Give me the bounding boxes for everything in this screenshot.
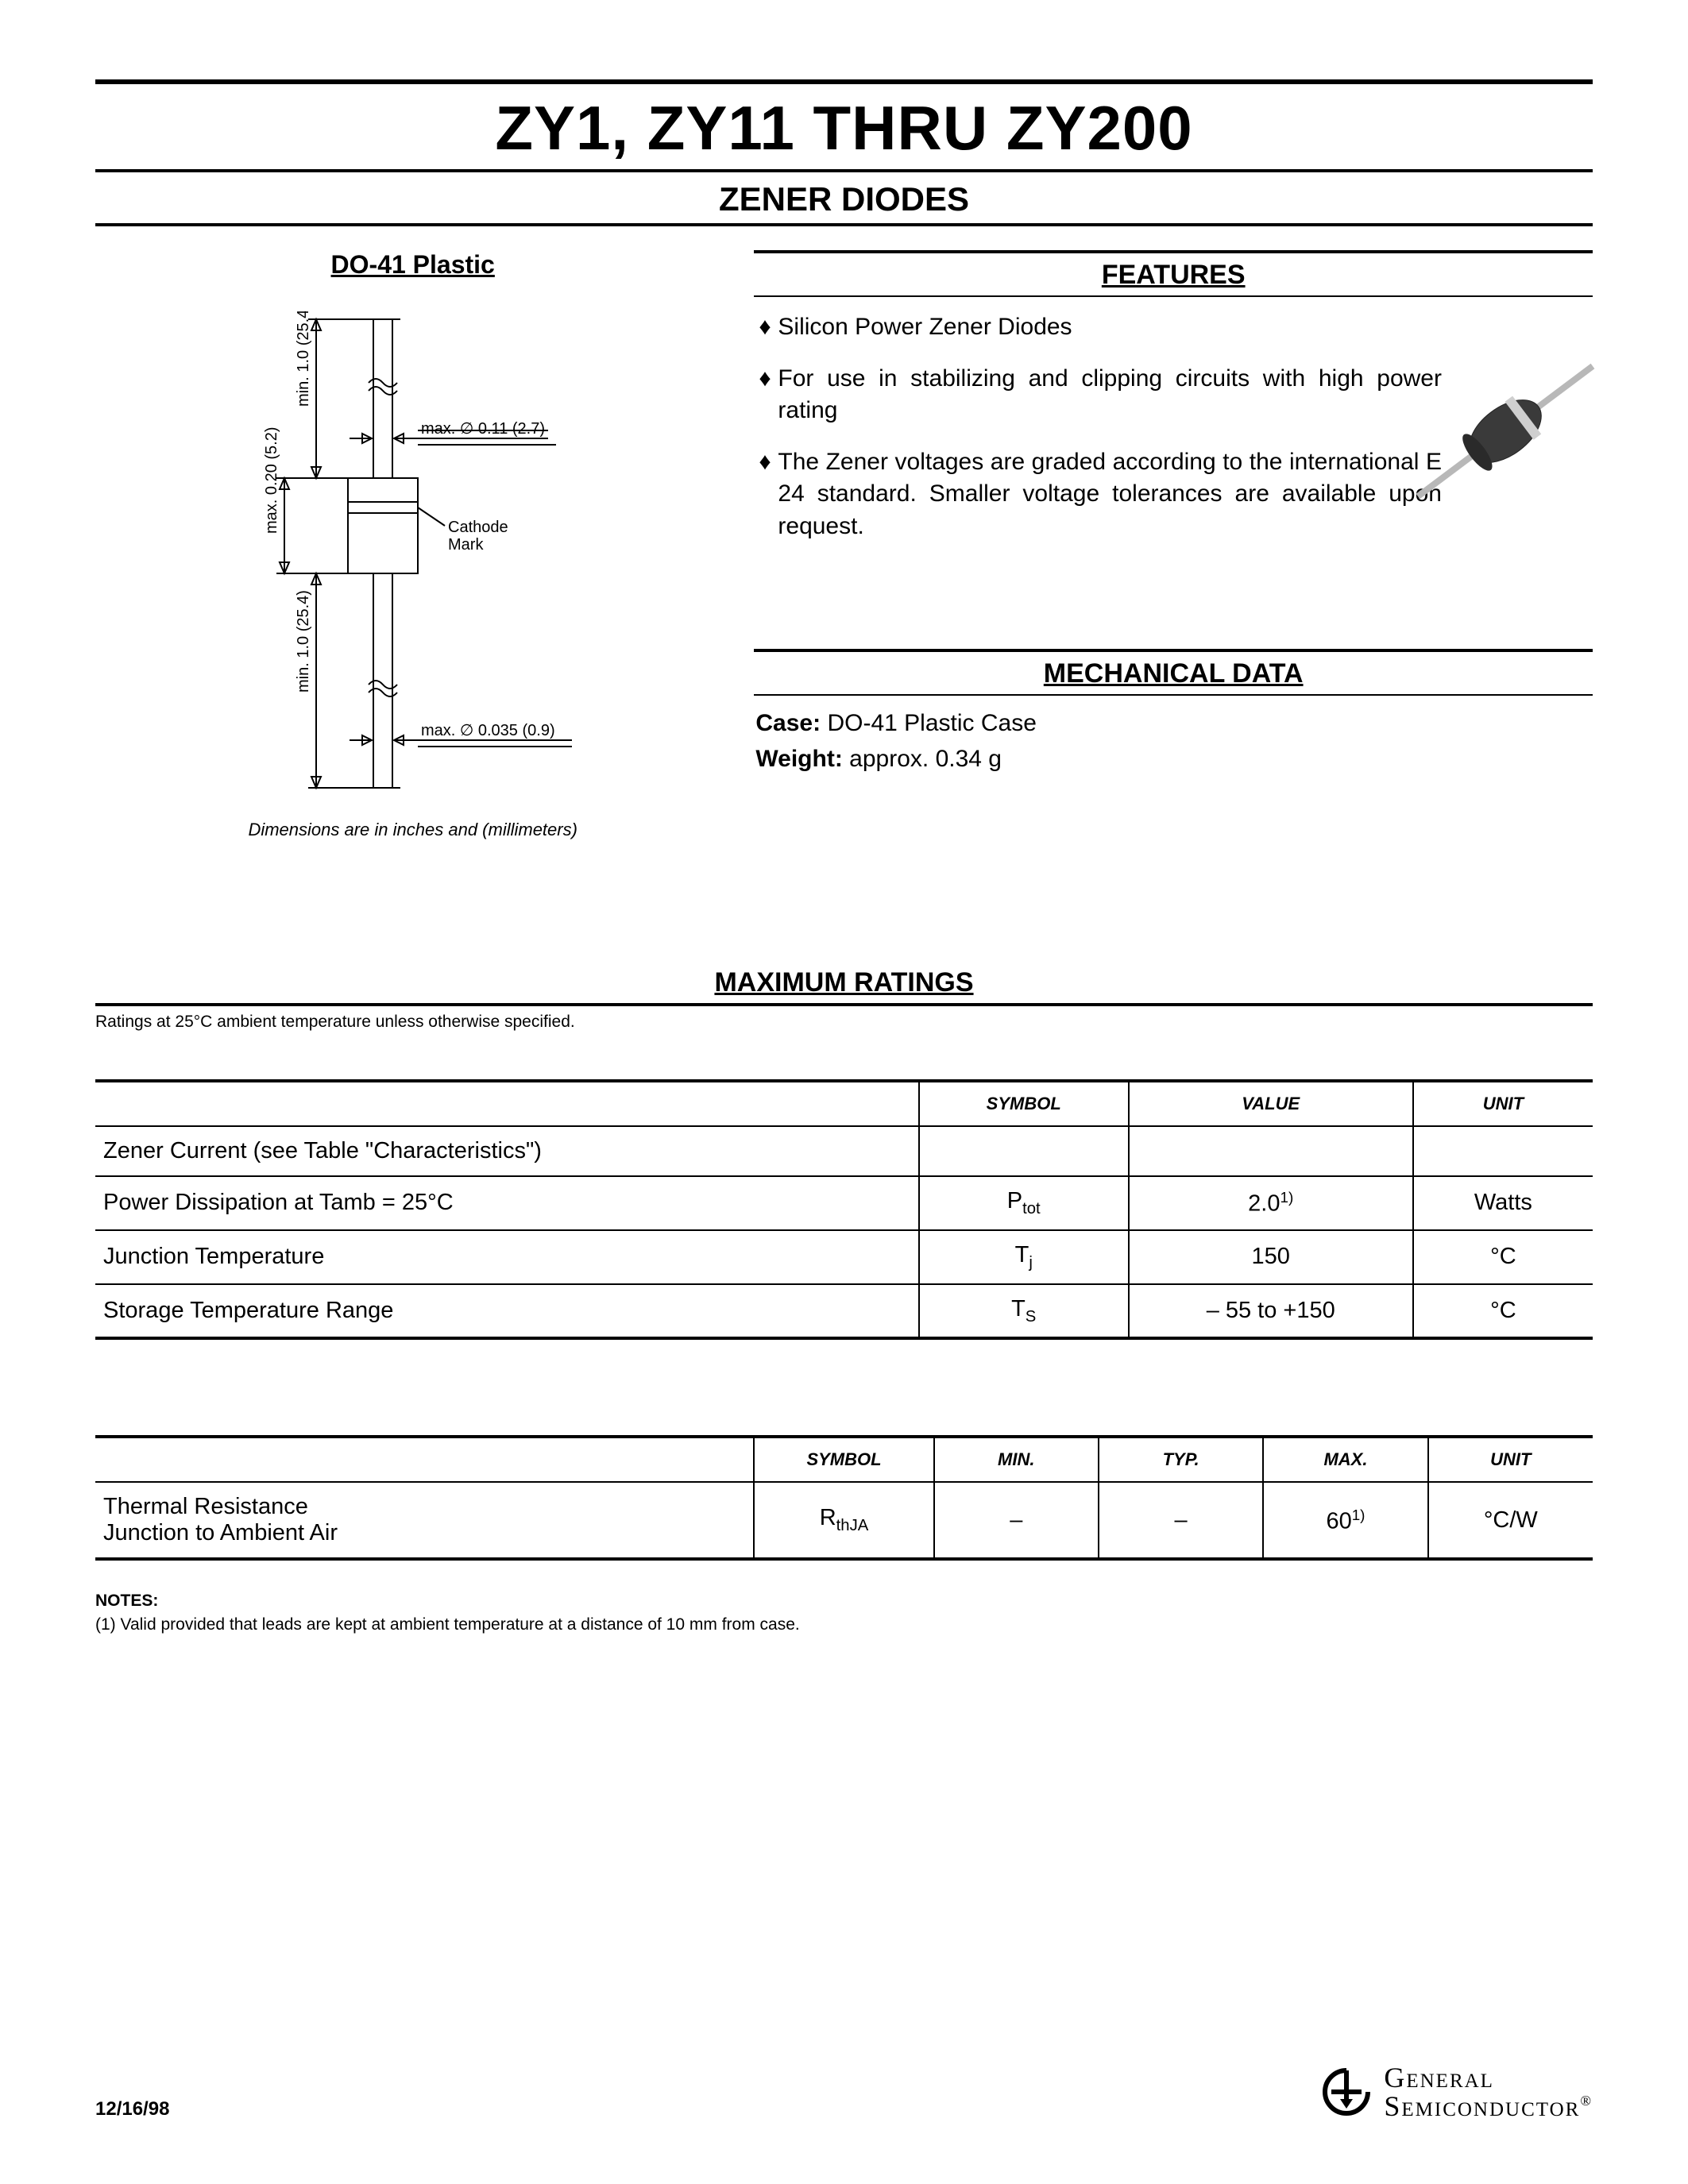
feature-text: The Zener voltages are graded according …	[778, 446, 1442, 543]
max-ratings-heading: MAXIMUM RATINGS	[95, 967, 1593, 1003]
table-row: Thermal ResistanceJunction to Ambient Ai…	[95, 1482, 1593, 1557]
mech-weight-label: Weight:	[755, 746, 842, 772]
features-section: FEATURES	[754, 250, 1593, 297]
symbol-cell: Ptot	[919, 1176, 1129, 1230]
value-cell: – 55 to +150	[1129, 1284, 1413, 1337]
page-title: ZY1, ZY11 THRU ZY200	[95, 84, 1593, 169]
table-header: SYMBOL	[919, 1082, 1129, 1126]
svg-text:max. 0.20 (5.2): max. 0.20 (5.2)	[263, 426, 280, 534]
feature-item: ♦For use in stabilizing and clipping cir…	[759, 363, 1442, 427]
mechanical-section: MECHANICAL DATA	[754, 649, 1593, 696]
table-row: Storage Temperature Range TS – 55 to +15…	[95, 1284, 1593, 1337]
table-header: UNIT	[1428, 1438, 1593, 1482]
table-header: SYMBOL	[754, 1438, 933, 1482]
symbol-cell: Tj	[919, 1230, 1129, 1284]
svg-text:max. ∅ 0.11 (2.7): max. ∅ 0.11 (2.7)	[421, 420, 545, 438]
thermal-table-wrap: SYMBOL MIN. TYP. MAX. UNIT Thermal Resis…	[95, 1435, 1593, 1561]
max-ratings-table: SYMBOL VALUE UNIT Zener Current (see Tab…	[95, 1082, 1593, 1337]
param-cell: Power Dissipation at Tamb = 25°C	[95, 1176, 919, 1230]
package-label: DO-41 Plastic	[95, 250, 730, 280]
value-cell	[1129, 1126, 1413, 1176]
package-column: DO-41 Plastic	[95, 250, 754, 840]
svg-text:Cathode: Cathode	[448, 519, 508, 536]
features-list: ♦Silicon Power Zener Diodes ♦For use in …	[754, 297, 1442, 542]
package-diagram: min. 1.0 (25.4) max. 0.20 (5.2) min. 1.0…	[207, 311, 620, 804]
upper-columns: DO-41 Plastic	[95, 250, 1593, 840]
dimensions-note: Dimensions are in inches and (millimeter…	[95, 820, 730, 840]
symbol-cell: TS	[919, 1284, 1129, 1337]
diamond-icon: ♦	[759, 311, 778, 344]
right-column: FEATURES ♦Silicon Power Zener Diodes ♦Fo…	[754, 250, 1593, 840]
param-cell: Storage Temperature Range	[95, 1284, 919, 1337]
table-header: MAX.	[1263, 1438, 1427, 1482]
company-logo: General Semiconductor®	[1319, 2063, 1593, 2120]
features-heading: FEATURES	[754, 253, 1593, 295]
table-header	[95, 1082, 919, 1126]
mechanical-heading: MECHANICAL DATA	[754, 652, 1593, 694]
registered-mark: ®	[1580, 2093, 1593, 2109]
table-header: VALUE	[1129, 1082, 1413, 1126]
param-cell: Thermal ResistanceJunction to Ambient Ai…	[95, 1482, 754, 1557]
diode-component-icon	[1402, 361, 1609, 520]
svg-text:Mark: Mark	[448, 536, 484, 554]
max-ratings-table-wrap: SYMBOL VALUE UNIT Zener Current (see Tab…	[95, 1079, 1593, 1340]
feature-item: ♦The Zener voltages are graded according…	[759, 446, 1442, 543]
diamond-icon: ♦	[759, 446, 778, 543]
value-cell: 2.01)	[1129, 1176, 1413, 1230]
min-cell: –	[934, 1482, 1099, 1557]
logo-text: General Semiconductor®	[1384, 2063, 1593, 2120]
logo-line2: Semiconductor	[1384, 2090, 1580, 2122]
feature-item: ♦Silicon Power Zener Diodes	[759, 311, 1442, 344]
logo-icon	[1319, 2064, 1374, 2120]
unit-cell: °C	[1413, 1284, 1593, 1337]
table-row: Junction Temperature Tj 150 °C	[95, 1230, 1593, 1284]
max-cell: 601)	[1263, 1482, 1427, 1557]
typ-cell: –	[1099, 1482, 1263, 1557]
rule-under-subtitle	[95, 223, 1593, 226]
feature-text: For use in stabilizing and clipping circ…	[778, 363, 1442, 427]
mechanical-body: Case: DO-41 Plastic Case Weight: approx.…	[754, 696, 1593, 777]
mech-case-label: Case:	[755, 710, 821, 736]
page-footer: 12/16/98 General Semiconductor®	[95, 2063, 1593, 2120]
value-cell: 150	[1129, 1230, 1413, 1284]
table-header: UNIT	[1413, 1082, 1593, 1126]
symbol-cell: RthJA	[754, 1482, 933, 1557]
param-cell: Junction Temperature	[95, 1230, 919, 1284]
thermal-table: SYMBOL MIN. TYP. MAX. UNIT Thermal Resis…	[95, 1438, 1593, 1557]
note-item: (1) Valid provided that leads are kept a…	[95, 1615, 800, 1634]
mech-case: Case: DO-41 Plastic Case	[755, 705, 1593, 741]
feature-text: Silicon Power Zener Diodes	[778, 311, 1442, 344]
logo-line1: General	[1384, 2062, 1494, 2093]
table-header: TYP.	[1099, 1438, 1263, 1482]
max-ratings-section: MAXIMUM RATINGS Ratings at 25°C ambient …	[95, 967, 1593, 1636]
svg-text:min. 1.0 (25.4): min. 1.0 (25.4)	[295, 311, 312, 407]
notes-heading: NOTES:	[95, 1592, 158, 1610]
unit-cell: Watts	[1413, 1176, 1593, 1230]
table-header: MIN.	[934, 1438, 1099, 1482]
max-ratings-note: Ratings at 25°C ambient temperature unle…	[95, 1006, 1593, 1079]
unit-cell: °C/W	[1428, 1482, 1593, 1557]
unit-cell: °C	[1413, 1230, 1593, 1284]
table-header-row: SYMBOL MIN. TYP. MAX. UNIT	[95, 1438, 1593, 1482]
mech-case-value: DO-41 Plastic Case	[827, 710, 1036, 736]
symbol-cell	[919, 1126, 1129, 1176]
unit-cell	[1413, 1126, 1593, 1176]
table-row: Power Dissipation at Tamb = 25°C Ptot 2.…	[95, 1176, 1593, 1230]
page-subtitle: ZENER DIODES	[95, 172, 1593, 223]
table-row: Zener Current (see Table "Characteristic…	[95, 1126, 1593, 1176]
table-header	[95, 1438, 754, 1482]
footer-date: 12/16/98	[95, 2098, 169, 2120]
table-header-row: SYMBOL VALUE UNIT	[95, 1082, 1593, 1126]
svg-text:max. ∅ 0.035 (0.9): max. ∅ 0.035 (0.9)	[421, 722, 555, 739]
mech-weight: Weight: approx. 0.34 g	[755, 741, 1593, 777]
mech-weight-value: approx. 0.34 g	[849, 746, 1002, 772]
param-cell: Zener Current (see Table "Characteristic…	[95, 1126, 919, 1176]
svg-text:min. 1.0 (25.4): min. 1.0 (25.4)	[295, 590, 312, 693]
notes-block: NOTES: (1) Valid provided that leads are…	[95, 1589, 1593, 1636]
diamond-icon: ♦	[759, 363, 778, 427]
